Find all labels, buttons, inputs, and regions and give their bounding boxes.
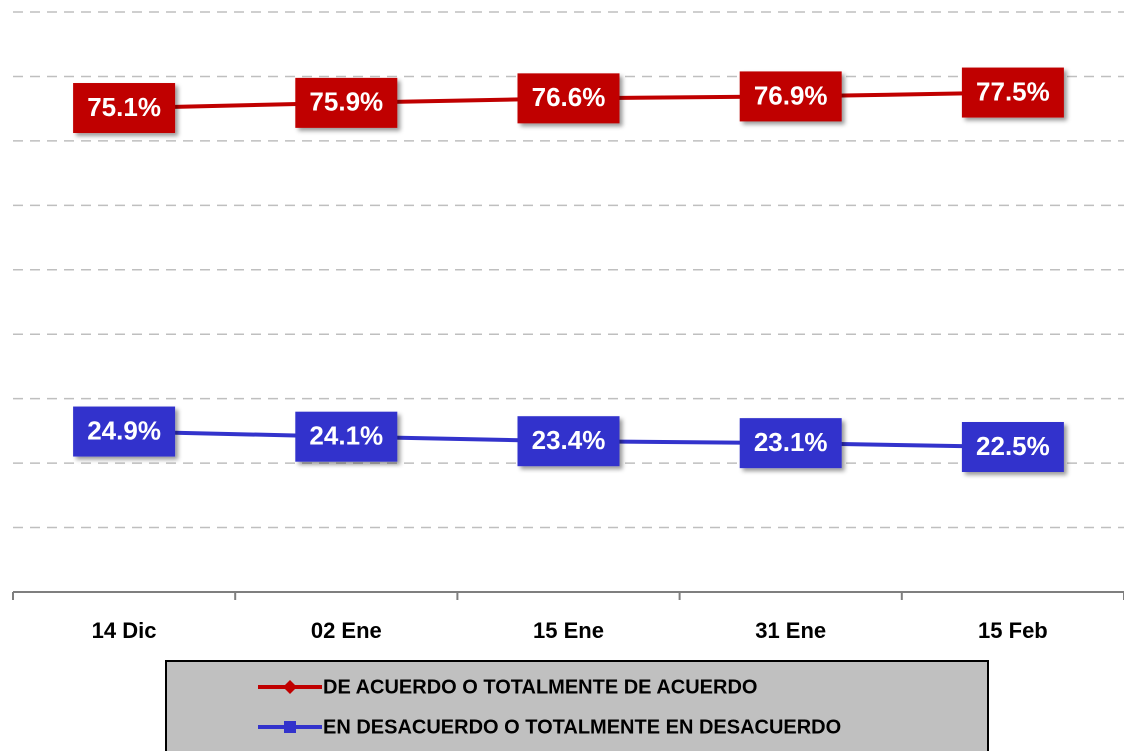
- data-label-text: 77.5%: [976, 76, 1050, 106]
- data-label-box: [73, 406, 176, 457]
- data-label: 75.1%: [73, 83, 176, 134]
- data-label-text: 23.4%: [532, 425, 606, 455]
- data-label: 77.5%: [961, 67, 1064, 118]
- data-label-text: 75.1%: [87, 92, 161, 122]
- data-label-box: [295, 77, 398, 128]
- legend-label: EN DESACUERDO O TOTALMENTE EN DESACUERDO: [323, 716, 841, 738]
- data-label-text: 23.1%: [754, 427, 828, 457]
- data-label: 24.9%: [73, 406, 176, 457]
- data-label-box: [961, 422, 1064, 472]
- x-tick-label: 02 Ene: [311, 618, 382, 643]
- data-label-box: [73, 83, 176, 134]
- data-label-box: [295, 411, 398, 462]
- data-label-box: [961, 67, 1064, 118]
- data-label: 76.9%: [739, 71, 842, 122]
- data-label: 22.5%: [961, 422, 1064, 472]
- data-label-text: 76.6%: [532, 82, 606, 112]
- data-label-text: 75.9%: [309, 87, 383, 117]
- data-label-text: 24.1%: [309, 421, 383, 451]
- data-label: 23.4%: [517, 416, 620, 467]
- data-label-box: [739, 71, 842, 122]
- x-tick-label: 15 Ene: [533, 618, 604, 643]
- data-label: 24.1%: [295, 411, 398, 462]
- x-tick-label: 14 Dic: [92, 618, 157, 643]
- data-label-box: [739, 418, 842, 469]
- x-tick-label: 15 Feb: [978, 618, 1048, 643]
- legend-marker: [283, 680, 297, 694]
- legend-marker: [284, 721, 296, 733]
- legend-box: [165, 660, 989, 751]
- data-label: 75.9%: [295, 77, 398, 128]
- data-label-text: 76.9%: [754, 80, 828, 110]
- legend-label: DE ACUERDO O TOTALMENTE DE ACUERDO: [323, 676, 757, 698]
- data-label-text: 22.5%: [976, 431, 1050, 461]
- data-label: 76.6%: [517, 73, 620, 124]
- x-tick-label: 31 Ene: [755, 618, 826, 643]
- data-label: 23.1%: [739, 418, 842, 469]
- data-label-box: [517, 73, 620, 124]
- data-label-box: [517, 416, 620, 467]
- data-label-text: 24.9%: [87, 415, 161, 445]
